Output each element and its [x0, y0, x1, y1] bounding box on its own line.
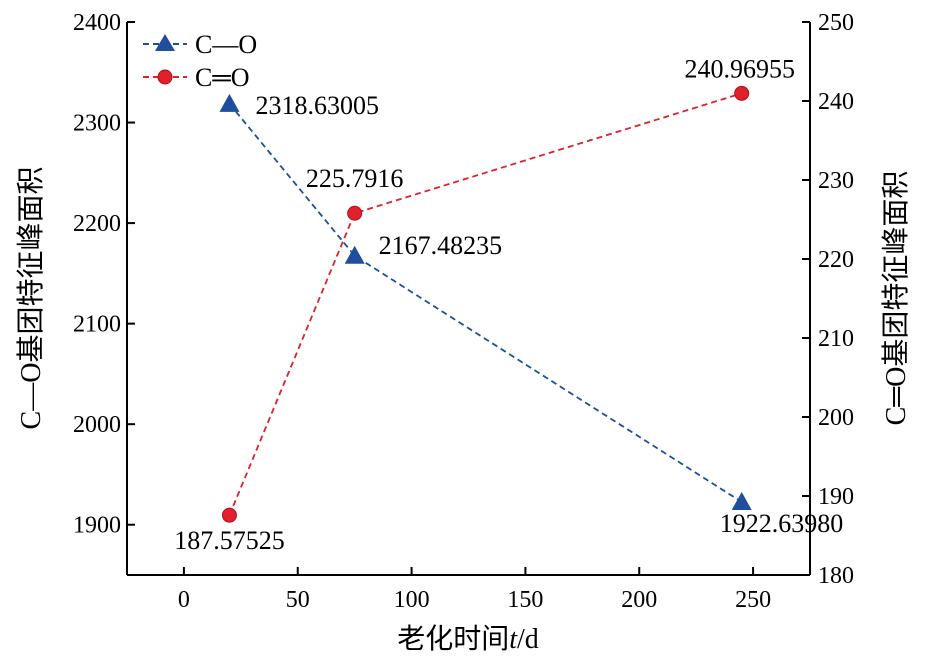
right-y-tick-label: 200: [818, 405, 854, 431]
left-y-tick-label: 2200: [73, 211, 121, 237]
data-point-circle: [734, 85, 750, 101]
series-line-1: [228, 92, 742, 516]
x-axis-label: 老化时间t/d: [397, 623, 539, 655]
data-label: 1922.63980: [720, 509, 844, 538]
right-y-tick-label: 220: [818, 247, 854, 273]
data-label: 2318.63005: [255, 91, 379, 120]
left-y-tick-label: 2300: [73, 111, 121, 137]
left-y-tick-label: 2100: [73, 312, 121, 338]
left-y-tick-label: 2400: [73, 10, 121, 36]
data-point-triangle: [344, 245, 365, 264]
legend: C—O C═O: [143, 30, 257, 92]
right-y-tick-label: 190: [818, 484, 854, 510]
left-y-tick-label: 2000: [73, 412, 121, 438]
x-tick-label: 150: [507, 587, 543, 613]
data-point-circle: [221, 507, 237, 523]
x-tick-label: 50: [286, 587, 310, 613]
x-tick-label: 0: [178, 587, 190, 613]
right-y-tick-label: 210: [818, 326, 854, 352]
right-y-tick-label: 180: [818, 563, 854, 589]
left-y-tick-label: 1900: [73, 513, 121, 539]
x-tick-label: 250: [735, 587, 771, 613]
x-tick-label: 100: [394, 587, 430, 613]
legend-triangle-marker: [155, 34, 175, 51]
left-y-axis-label: C—O基团特征峰面积: [15, 167, 47, 430]
legend-label-co-double: C═O: [195, 63, 250, 92]
legend-circle-marker: [157, 69, 173, 85]
legend-label-co-single: C—O: [195, 30, 257, 59]
data-point-triangle: [219, 93, 240, 112]
right-y-tick-label: 250: [818, 10, 854, 36]
right-y-tick-label: 240: [818, 89, 854, 115]
data-label: 240.96955: [684, 54, 795, 83]
data-point-circle: [347, 205, 363, 221]
data-label: 225.7916: [306, 164, 404, 193]
right-y-axis-label: C═O基团特征峰面积: [880, 171, 912, 426]
data-label: 2167.48235: [379, 231, 503, 260]
series-lines: [228, 92, 743, 516]
markers: [219, 85, 752, 523]
data-label: 187.57525: [174, 526, 285, 555]
legend-item-co-double: C═O: [143, 63, 250, 92]
ticks: 0 50 100 150 200 250 1900 2000 2100 2200 2300 2400 1…: [73, 10, 854, 613]
data-point-triangle: [731, 491, 752, 510]
right-y-tick-label: 230: [818, 168, 854, 194]
x-tick-label: 200: [621, 587, 657, 613]
series-line-0: [228, 103, 743, 503]
legend-item-co-single: C—O: [143, 30, 257, 59]
data-labels: 2318.63005 2167.48235 1922.63980 187.57525 2…: [174, 54, 843, 555]
